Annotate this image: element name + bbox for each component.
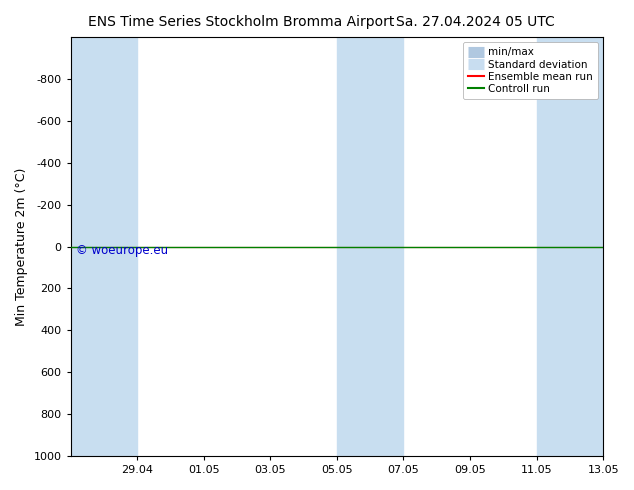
Bar: [536, 37, 603, 456]
Y-axis label: Min Temperature 2m (°C): Min Temperature 2m (°C): [15, 167, 28, 326]
Text: Sa. 27.04.2024 05 UTC: Sa. 27.04.2024 05 UTC: [396, 15, 555, 29]
Bar: [337, 37, 403, 456]
Legend: min/max, Standard deviation, Ensemble mean run, Controll run: min/max, Standard deviation, Ensemble me…: [463, 42, 598, 99]
Text: ENS Time Series Stockholm Bromma Airport: ENS Time Series Stockholm Bromma Airport: [87, 15, 394, 29]
Text: © woeurope.eu: © woeurope.eu: [76, 245, 168, 257]
Bar: [70, 37, 137, 456]
